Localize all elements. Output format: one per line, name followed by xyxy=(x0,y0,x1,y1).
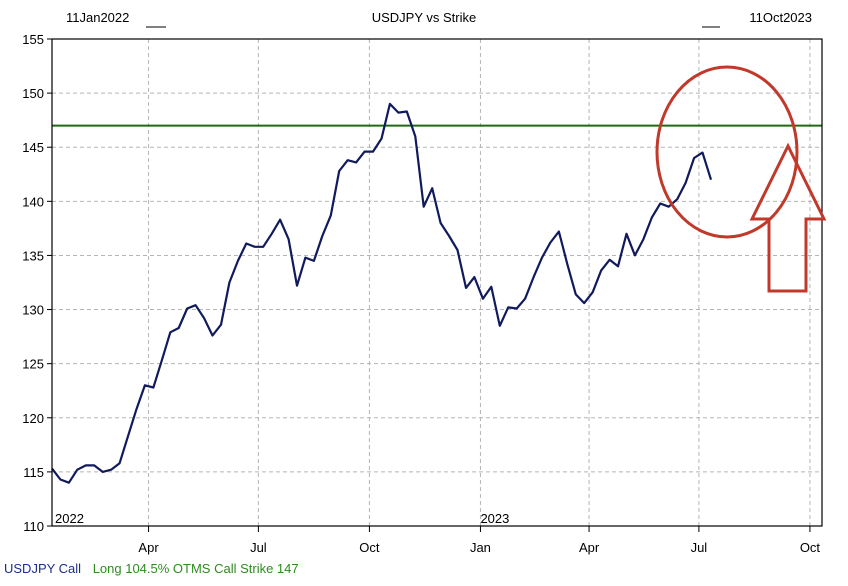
x-tick-label: Oct xyxy=(359,540,380,555)
up-arrow-icon xyxy=(749,142,827,293)
series-line-usdjpy xyxy=(51,102,713,484)
y-tick-label: 120 xyxy=(22,411,44,426)
axis-ticks: 110 115 120 125 130 135 140 145 150 155 Apr Jul Oct J… xyxy=(22,32,820,555)
legend-strike-label: Long 104.5% OTMS Call Strike 147 xyxy=(92,561,299,576)
y-tick-label: 145 xyxy=(22,140,44,155)
year-label: 2022 xyxy=(55,511,84,526)
y-tick-label: 135 xyxy=(22,248,44,263)
x-tick-label: Jan xyxy=(470,540,491,555)
y-tick-label: 150 xyxy=(22,86,44,101)
series-group xyxy=(51,102,713,484)
title-bar: 11Jan2022 USDJPY vs Strike 11Oct2023 xyxy=(66,10,812,28)
x-tick-label: Apr xyxy=(579,540,600,555)
legend-series-label: USDJPY Call xyxy=(4,561,82,576)
x-tick-label: Apr xyxy=(138,540,159,555)
y-tick-label: 140 xyxy=(22,194,44,209)
year-label: 2023 xyxy=(480,511,509,526)
chart-footer-legend: USDJPY Call Long 104.5% OTMS Call Strike… xyxy=(4,561,299,576)
x-tick-label: Jul xyxy=(250,540,267,555)
x-tick-label: Jul xyxy=(691,540,708,555)
y-tick-label: 115 xyxy=(23,465,44,480)
chart-title: USDJPY vs Strike xyxy=(372,10,477,25)
highlight-ellipse xyxy=(655,65,799,239)
y-tick-label: 155 xyxy=(22,32,44,47)
y-tick-label: 110 xyxy=(23,519,44,534)
plot-frame xyxy=(51,38,823,527)
date-start-label: 11Jan2022 xyxy=(66,10,129,25)
y-tick-label: 130 xyxy=(22,303,44,318)
grid-lines xyxy=(52,39,822,526)
x-tick-label: Oct xyxy=(800,540,821,555)
date-end-label: 11Oct2023 xyxy=(749,10,812,25)
annotation-group xyxy=(655,65,827,293)
y-tick-label: 125 xyxy=(22,357,44,372)
